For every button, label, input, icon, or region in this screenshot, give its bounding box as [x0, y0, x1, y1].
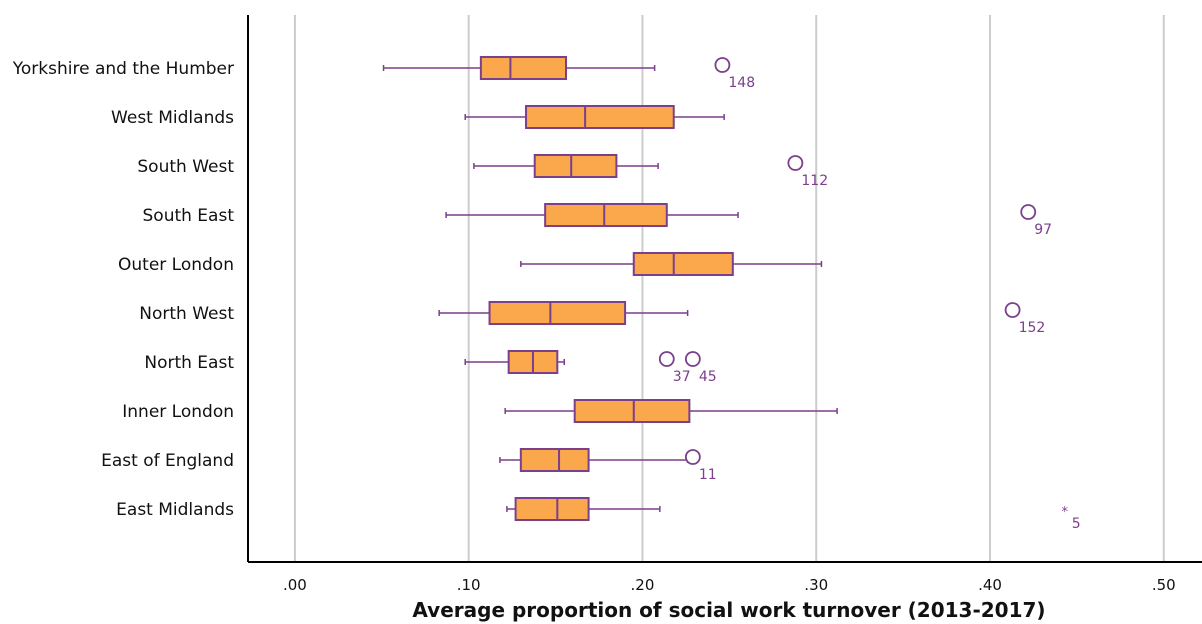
outlier-circle-marker	[787, 155, 804, 171]
outlier-circle-marker	[714, 57, 731, 73]
box-group	[504, 399, 838, 423]
outlier-label: 37	[673, 369, 691, 385]
outlier-circle-marker	[684, 449, 701, 465]
category-label: East Midlands	[116, 500, 234, 520]
x-tick-labels: .00 .10 .20 .30 .40 .50	[283, 576, 1176, 594]
iqr-box	[632, 252, 734, 276]
outlier-circle-marker	[1020, 204, 1037, 220]
iqr-box	[519, 448, 590, 472]
iqr-box	[488, 301, 627, 325]
x-tick-label: .00	[283, 576, 307, 594]
category-label: Yorkshire and the Humber	[12, 59, 234, 79]
outlier-label: 148	[728, 75, 755, 91]
outlier-circle-marker	[684, 351, 701, 367]
category-label: Inner London	[122, 402, 234, 422]
outlier-label: 112	[801, 173, 828, 189]
category-label: North West	[139, 304, 234, 324]
outlier-circle-marker	[658, 351, 675, 367]
outlier-label: 45	[699, 369, 717, 385]
iqr-box	[479, 56, 567, 80]
category-label: West Midlands	[111, 108, 234, 128]
box-group: *5	[506, 497, 1081, 532]
box-group: 97	[445, 203, 1052, 238]
category-label: South East	[143, 206, 235, 226]
outlier-label: 97	[1034, 222, 1052, 238]
outlier-star-marker: *	[1061, 505, 1068, 520]
x-tick-label: .40	[978, 576, 1002, 594]
outlier-label: 5	[1072, 516, 1081, 532]
x-tick-label: .20	[631, 576, 655, 594]
box-group: 148	[382, 56, 755, 91]
axes	[247, 15, 1202, 563]
box-group	[520, 252, 823, 276]
outlier-label: 11	[699, 467, 717, 483]
category-label: North East	[144, 353, 234, 373]
iqr-box	[525, 105, 675, 129]
category-labels: Yorkshire and the Humber West Midlands Sou…	[12, 59, 235, 520]
x-tick-label: .50	[1152, 576, 1176, 594]
box-group: 37 45	[464, 350, 717, 385]
category-label: East of England	[101, 451, 234, 471]
x-axis-title: Average proportion of social work turnov…	[412, 598, 1045, 622]
x-tick-label: .30	[804, 576, 828, 594]
iqr-box	[573, 399, 691, 423]
category-label: Outer London	[118, 255, 234, 275]
x-tick-label: .10	[457, 576, 481, 594]
outlier-label: 152	[1019, 320, 1046, 336]
iqr-box	[544, 203, 668, 227]
iqr-box	[533, 154, 618, 178]
box-group: 152	[438, 301, 1046, 336]
box-group: 11	[499, 448, 717, 483]
iqr-box	[514, 497, 590, 521]
box-group	[464, 105, 725, 129]
category-label: South West	[137, 157, 234, 177]
grid-lines	[293, 15, 1165, 562]
outlier-circle-marker	[1004, 302, 1021, 318]
box-group: 112	[473, 154, 828, 189]
